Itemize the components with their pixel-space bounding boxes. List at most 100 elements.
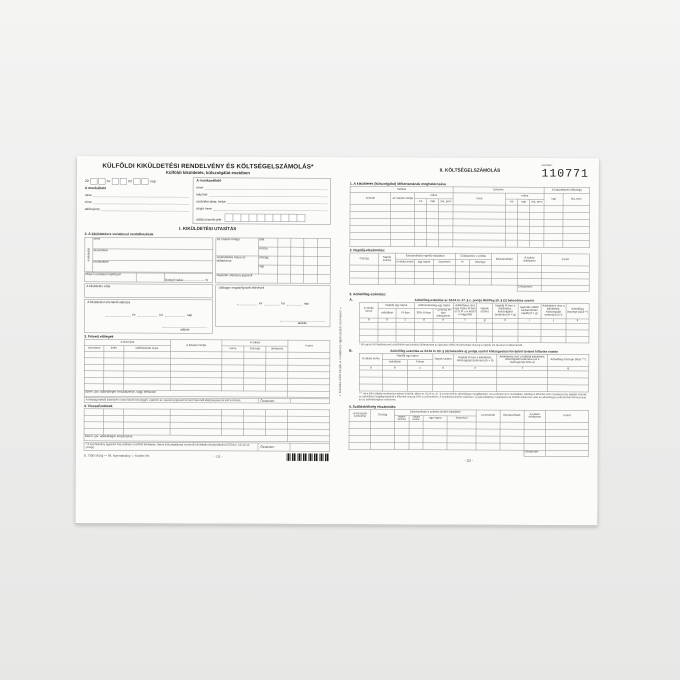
table-row: Az utazás módja oda [215,237,331,257]
employee-mother-field: anyja neve [196,206,328,212]
ho-label: hó [281,301,285,306]
dotted-line [184,276,205,281]
field-label: címe [84,200,92,205]
advances-total-cell [290,398,330,404]
per-diem-total-cell [541,285,590,292]
szja-row-label: Szem. jöv. adóelőlegre elszámolva [84,434,288,442]
dotted-line [105,312,131,317]
empty-cell [394,428,409,436]
signature-label: aláírás [297,321,307,326]
assignee-position-cell: beosztása [92,248,213,261]
later-changes-label: Utólagos engedélyezett eltérések [218,286,265,290]
ev-label: év [132,313,136,317]
col-adoeloleg: Adóelőleg összege (lásd ***) [547,354,589,367]
empty-cell [529,212,544,220]
lodging-total-cell [545,450,589,457]
empty-cell [426,225,439,233]
empty-cell [517,205,530,213]
employer-address-field: címe [84,200,189,205]
vissza-label: vissza [258,247,278,257]
allowance-class-table: Milyen osztályú napidíj jár Dologi kiadá… [84,272,213,283]
lodging-total-label: Összesen: [523,450,546,457]
per-diem-table: Ország Napok száma Elszámolható napidíj … [349,252,590,292]
assignee-job-cell: munkaköre [92,260,213,273]
col-10usd: * 10 USD Ft-ban árfolyamon [432,308,454,319]
empty-cell [408,442,424,450]
vertical-note: « Kitöltés előtt kérjük a vonatkozó tájé… [338,307,343,397]
tax-advance-table-b: A valuta neme Napidíj egy napra Napok sz… [359,353,589,392]
spacer-cell [349,450,524,457]
empty-cell [438,204,454,212]
empty-cell [377,335,397,342]
empty-cell [438,218,453,226]
repayments-table: Szem. jöv. adóelőlegre elszámolva [84,408,330,443]
imprint-text: B. 7300-391/új — Áll. Nyomtatvány — Kard… [83,454,150,458]
section2-left: A kiküldött neve beosztása munkaköre Mil… [84,237,214,334]
empty-cell [287,435,330,442]
dotted-line [279,317,325,322]
empty-cell [317,247,331,257]
col-napok-szama: Napok száma [378,253,396,266]
employer-name-field: neve [84,193,189,198]
subsection-b-label: B. [349,349,353,353]
imprint-row: B. 7300-391/új — Áll. Nyomtatvány — Kard… [84,452,330,461]
advances-total-row: A költségvetéstől bármilyen címen felvet… [83,397,330,404]
table-row: honnan az utazás módja mikor hová mikor … [350,192,590,206]
taxid-boxes [224,213,306,222]
flight-eligible-label: Repülőn utazásra jogosult [215,273,278,284]
empty-cell [304,247,318,257]
col-felvetel-modja: A felvétel módja [170,339,222,352]
empty-cell [303,256,318,266]
orderer-signature-box: A kiküldetést elrendelő aláírása év hó n… [84,299,214,334]
employee-birth-field: születési ideje, helye [196,199,328,205]
col-arfolyam: A valuta árfolyama [517,253,542,266]
empty-cell [505,219,518,227]
col-30pct: 30% Ft-ban [414,308,434,319]
empty-cell [408,428,424,436]
advances-total-label: Összesen: [258,398,291,404]
dotted-line [162,323,208,329]
travel-mode-table: Az utazás módja oda vissza A kiküldetés … [215,237,331,284]
table-row: Milyen osztályú napidíj jár Dologi kiadá… [84,272,213,283]
subsection-a-note: * 90 napon túli kiküldetésnél a külföldö… [359,343,523,347]
allowance-class-label: Milyen osztályú napidíj jár [84,272,136,283]
date-box [98,178,106,185]
travel-mode-label: Az utazás módja [215,237,259,257]
col-hova: hová [453,192,506,206]
empty-cell [543,205,564,213]
empty-cell [543,212,564,220]
table-row: beosztása [85,248,213,261]
empty-cell [529,219,544,227]
col-valuta-neme: A valuta neme [359,302,378,318]
col-forint: Forint [288,340,330,353]
per-diem-total-label: Összesen: [517,285,542,292]
empty-cell [505,226,518,234]
empty-cell [414,232,427,240]
subsection-b-note: *** Ha a külszolgálat munkaviszonyban tö… [358,392,588,402]
empty-cell [426,204,439,212]
ho-label: hó [159,313,163,317]
table-row: Összesen: [350,284,590,292]
col-napidij-ft: Napidíj Ft-ban a kiküldetés, külszolgála… [453,353,498,366]
col-elszamolhato: Elszámolható [499,409,524,423]
empty-cell [529,240,544,248]
dotted-line [164,312,185,317]
empty-cell [529,205,545,213]
empty-cell [390,239,415,247]
signature-date-line: év hó nap [89,312,209,318]
field-label: neve [84,193,92,198]
empty-cell [414,239,427,247]
empty-cell [543,219,564,227]
date-year-prefix: 20 [84,179,89,184]
orszag-label: ország [258,256,278,266]
table-row: Összesen: [349,450,589,457]
col-bizonylat-sorszama: A bizonylat sorszáma [349,409,371,422]
col-honnan: honnan [350,192,391,205]
empty-cell [432,384,454,392]
purpose-label: A kiküldetés célja [86,284,111,289]
form-paper: KÜLFÖLDI KIKÜLDETÉSI RENDELVÉNY ÉS KÖLTS… [75,156,599,526]
date-box [119,178,127,185]
table-row: Szem. jöv. adóelőlegre visszafizetve, va… [84,390,330,398]
repayments-total-cell [290,443,330,452]
table-row: munkaköre [85,260,213,273]
